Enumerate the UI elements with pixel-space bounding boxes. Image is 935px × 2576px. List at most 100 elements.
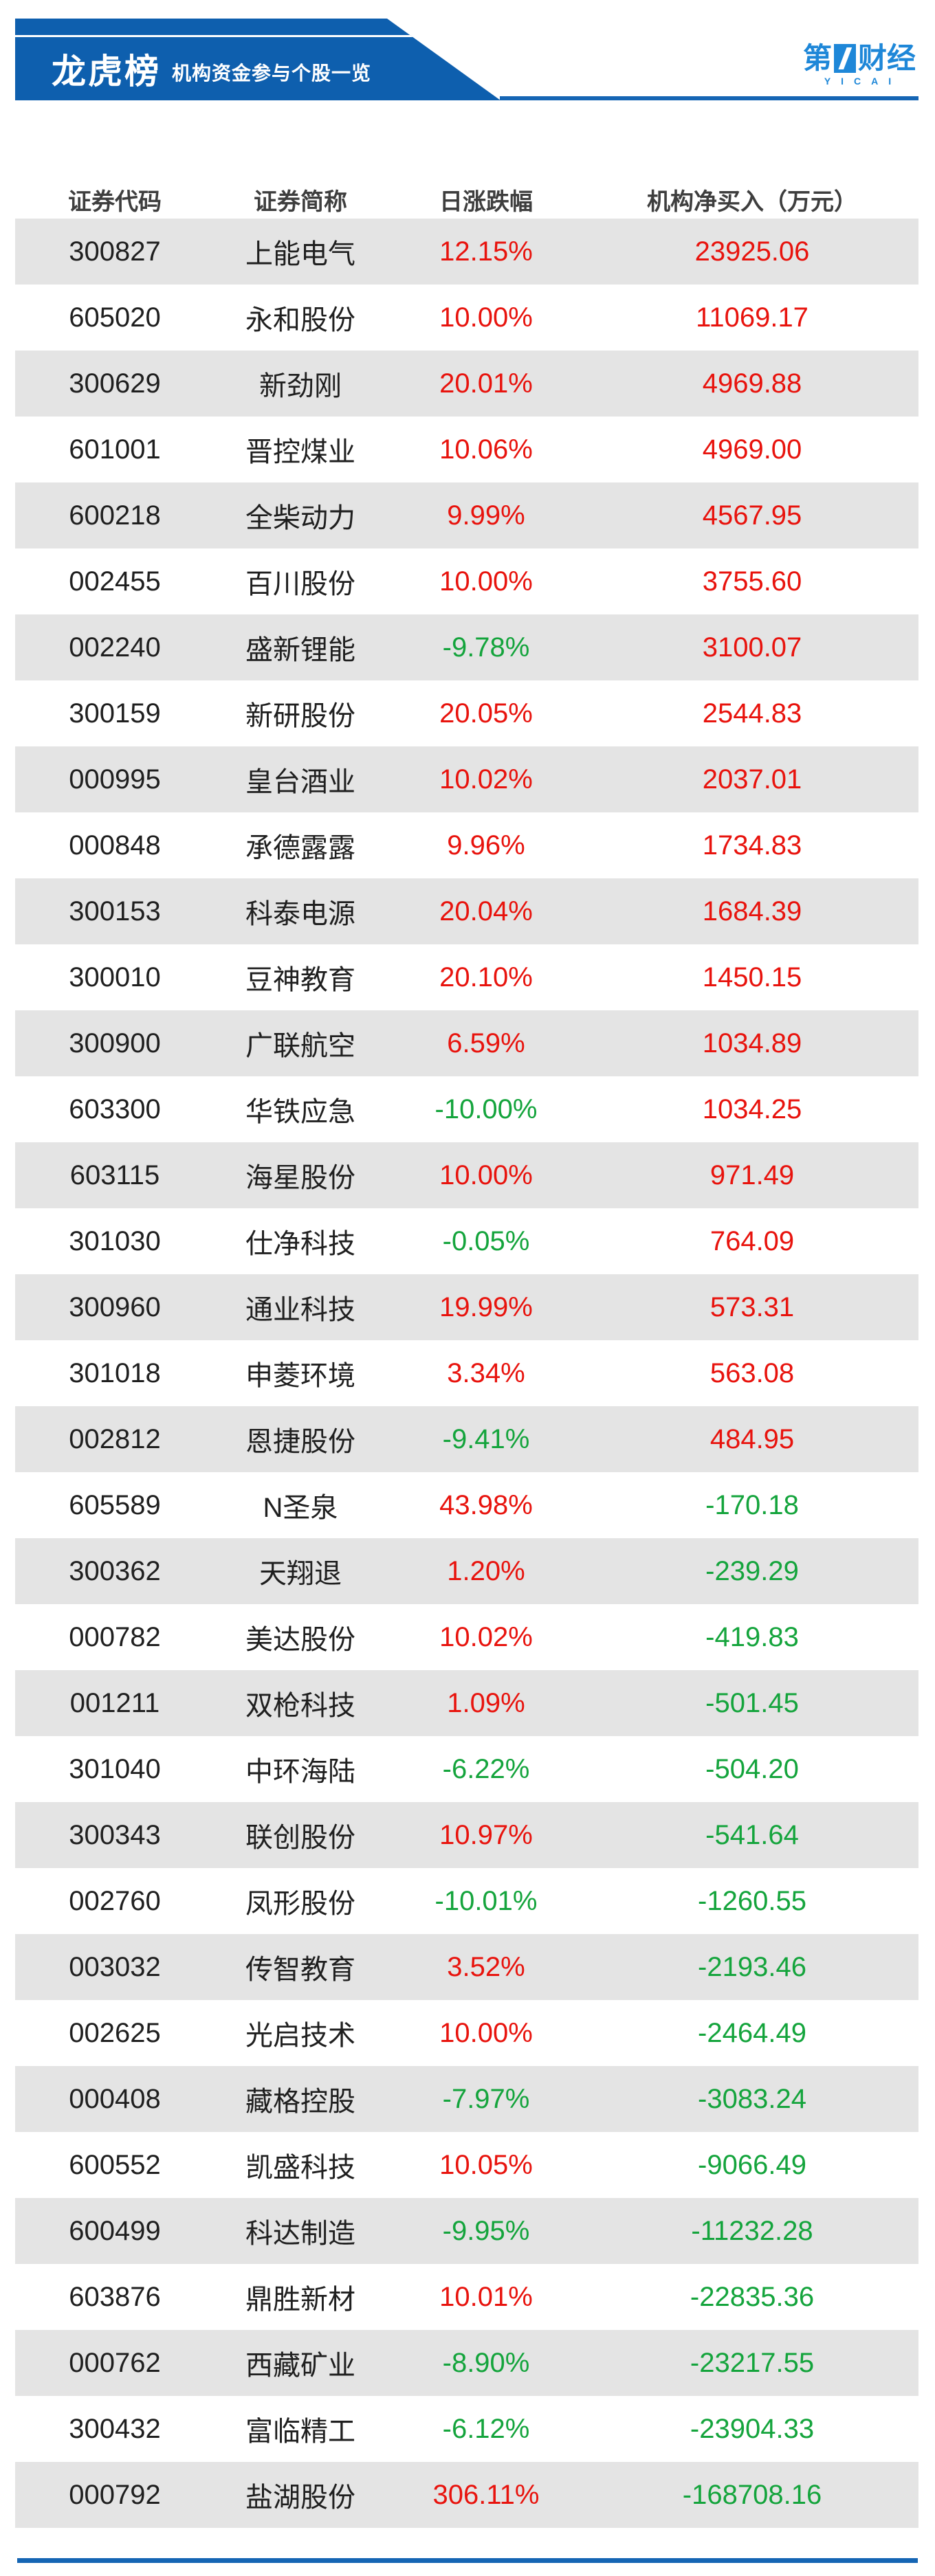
pct-change-cell: -8.90% xyxy=(442,2347,530,2378)
stock-code-cell: 002812 xyxy=(69,1423,161,1454)
table-row: 000848 承德露露 9.96% 1734.83 xyxy=(15,812,918,878)
stock-name-cell: 富临精工 xyxy=(245,2417,355,2447)
stock-name-cell: 晋控煤业 xyxy=(245,437,355,467)
pct-change-cell: 10.00% xyxy=(439,1159,533,1190)
col-header-net-buy: 机构净买入（万元） xyxy=(647,188,857,215)
yicai-logo-text: 第 财经 xyxy=(803,44,916,73)
stock-name-cell: 中环海陆 xyxy=(245,1757,355,1787)
pct-change-cell: -0.05% xyxy=(442,1225,530,1256)
stock-name-cell: 永和股份 xyxy=(245,305,355,335)
logo-text-prefix: 第 xyxy=(802,42,832,74)
stock-code-cell: 301040 xyxy=(69,1753,161,1784)
table-row: 603876 鼎胜新材 10.01% -22835.36 xyxy=(15,2264,918,2330)
net-buy-cell: 1684.39 xyxy=(702,896,802,926)
net-buy-cell: 1734.83 xyxy=(702,830,802,860)
table-row: 600552 凯盛科技 10.05% -9066.49 xyxy=(15,2132,918,2198)
table-row: 300362 天翔退 1.20% -239.29 xyxy=(15,1538,918,1604)
stock-name-cell: 天翔退 xyxy=(259,1559,342,1589)
net-buy-cell: 563.08 xyxy=(710,1357,795,1388)
net-buy-cell: -1260.55 xyxy=(698,1885,806,1916)
table-row: 603115 海星股份 10.00% 971.49 xyxy=(15,1142,918,1208)
pct-change-cell: -6.22% xyxy=(442,1753,530,1784)
yicai-logo-caption: YICAI xyxy=(824,76,902,87)
stock-code-cell: 300343 xyxy=(69,1819,161,1850)
pct-change-cell: -6.12% xyxy=(442,2413,530,2444)
net-buy-cell: 484.95 xyxy=(710,1423,795,1454)
net-buy-cell: -23904.33 xyxy=(690,2413,815,2444)
stock-name-cell: 豆神教育 xyxy=(245,965,355,995)
net-buy-cell: 764.09 xyxy=(710,1225,795,1256)
pct-change-cell: -10.01% xyxy=(434,1885,538,1916)
stock-name-cell: 传智教育 xyxy=(245,1955,355,1985)
stock-name-cell: 藏格控股 xyxy=(245,2087,355,2117)
pct-change-cell: 3.34% xyxy=(447,1357,525,1388)
stock-name-cell: 新研股份 xyxy=(245,701,355,731)
pct-change-cell: 10.00% xyxy=(439,566,533,597)
yicai-one-slash xyxy=(838,47,852,69)
stock-code-cell: 000782 xyxy=(69,1621,161,1652)
pct-change-cell: 20.04% xyxy=(439,896,533,926)
stock-name-cell: 双枪科技 xyxy=(245,1691,355,1721)
stock-name-cell: 凯盛科技 xyxy=(245,2153,355,2183)
table-row: 605589 N圣泉 43.98% -170.18 xyxy=(15,1472,918,1538)
pct-change-cell: 20.10% xyxy=(439,962,533,992)
stock-code-cell: 600499 xyxy=(69,2215,161,2246)
stock-name-cell: 承德露露 xyxy=(245,833,355,863)
col-header-pct-change: 日涨跌幅 xyxy=(439,188,533,215)
net-buy-cell: 23925.06 xyxy=(694,236,810,267)
stock-name-cell: 华铁应急 xyxy=(245,1097,355,1127)
table-row: 002812 恩捷股份 -9.41% 484.95 xyxy=(15,1406,918,1472)
table-row: 300900 广联航空 6.59% 1034.89 xyxy=(15,1010,918,1076)
pct-change-cell: 1.09% xyxy=(447,1687,525,1718)
stock-code-cell: 301030 xyxy=(69,1225,161,1256)
table-row: 002455 百川股份 10.00% 3755.60 xyxy=(15,548,918,614)
stock-name-cell: 美达股份 xyxy=(245,1625,355,1655)
stock-code-cell: 300629 xyxy=(69,368,161,399)
stock-name-cell: 上能电气 xyxy=(245,239,355,269)
pct-change-cell: 10.00% xyxy=(439,2017,533,2048)
net-buy-cell: 971.49 xyxy=(710,1159,795,1190)
net-buy-cell: -239.29 xyxy=(705,1555,799,1586)
pct-change-cell: 20.05% xyxy=(439,698,533,729)
stock-code-cell: 300900 xyxy=(69,1028,161,1058)
table-row: 000782 美达股份 10.02% -419.83 xyxy=(15,1604,918,1670)
stock-name-cell: 恩捷股份 xyxy=(245,1427,355,1457)
net-buy-cell: 1034.89 xyxy=(702,1028,802,1058)
stock-code-cell: 600552 xyxy=(69,2149,161,2180)
stock-name-cell: 皇台酒业 xyxy=(245,767,355,797)
stock-name-cell: 凤形股份 xyxy=(245,1889,355,1919)
stock-code-cell: 605589 xyxy=(69,1489,161,1520)
pct-change-cell: 10.02% xyxy=(439,764,533,795)
table-row: 003032 传智教育 3.52% -2193.46 xyxy=(15,1934,918,2000)
stock-name-cell: 科泰电源 xyxy=(245,899,355,929)
stock-name-cell: 广联航空 xyxy=(245,1031,355,1061)
stock-name-cell: 通业科技 xyxy=(245,1295,355,1325)
pct-change-cell: 10.02% xyxy=(439,1621,533,1652)
pct-change-cell: 3.52% xyxy=(447,1951,525,1982)
pct-change-cell: 1.20% xyxy=(447,1555,525,1586)
pct-change-cell: 19.99% xyxy=(439,1291,533,1322)
stock-code-cell: 300159 xyxy=(69,698,161,729)
lhb-banner: 龙虎榜 机构资金参与个股一览 xyxy=(15,19,500,100)
stock-code-cell: 605020 xyxy=(69,302,161,333)
stock-code-cell: 300010 xyxy=(69,962,161,992)
stock-name-cell: N圣泉 xyxy=(263,1493,338,1523)
stock-code-cell: 001211 xyxy=(69,1687,160,1718)
table-row: 000408 藏格控股 -7.97% -3083.24 xyxy=(15,2066,918,2132)
stock-name-cell: 新劲刚 xyxy=(259,371,342,401)
net-buy-cell: -419.83 xyxy=(705,1621,799,1652)
banner-content: 龙虎榜 机构资金参与个股一览 xyxy=(52,37,500,100)
net-buy-cell: -170.18 xyxy=(705,1489,799,1520)
stock-code-cell: 300960 xyxy=(69,1291,161,1322)
table-row: 300827 上能电气 12.15% 23925.06 xyxy=(15,219,918,285)
col-header-code: 证券代码 xyxy=(68,188,162,215)
stock-code-cell: 603115 xyxy=(69,1159,160,1190)
stock-code-cell: 301018 xyxy=(69,1357,161,1388)
page-subtitle: 机构资金参与个股一览 xyxy=(172,63,372,84)
table-row: 300629 新劲刚 20.01% 4969.88 xyxy=(15,351,918,417)
stock-name-cell: 鼎胜新材 xyxy=(245,2285,355,2315)
net-buy-cell: -2193.46 xyxy=(698,1951,806,1982)
stock-code-cell: 000762 xyxy=(69,2347,161,2378)
stock-code-cell: 002455 xyxy=(69,566,161,597)
